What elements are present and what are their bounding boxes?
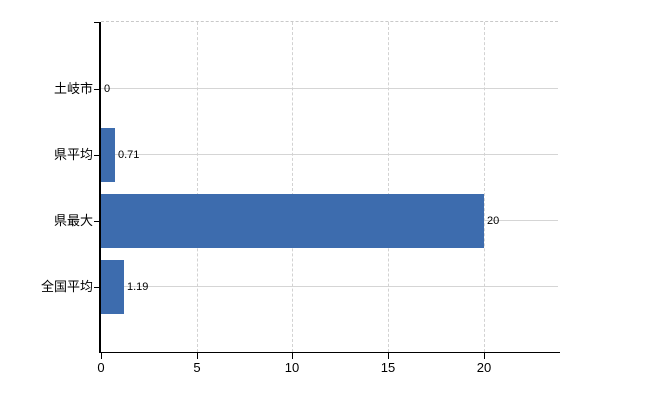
y-axis-tick [94,221,101,222]
category-label: 県平均 [53,147,93,162]
v-gridline [196,22,198,352]
y-axis-line [99,22,101,353]
x-axis-line [99,352,560,353]
v-gridline [292,22,294,352]
category-label: 県最大 [53,213,93,228]
h-gridline [101,88,558,89]
v-gridline [387,22,389,352]
x-axis-tick [197,353,198,359]
category-label: 全国平均 [40,279,93,294]
y-axis-tick [94,287,101,288]
x-axis-tick [101,353,102,359]
value-label: 20 [487,215,500,227]
x-tick-label: 15 [380,360,396,375]
x-axis-tick [484,353,485,359]
v-gridline [483,22,485,352]
y-axis-tick [94,89,101,90]
y-axis-tick [94,155,101,156]
x-tick-label: 5 [193,360,201,375]
category-label: 土岐市 [53,81,93,96]
x-axis-tick [292,353,293,359]
x-tick-label: 0 [97,360,105,375]
h-gridline [101,286,558,287]
plot-top-border [101,21,558,22]
x-tick-label: 10 [284,360,300,375]
bar [101,194,484,248]
bar [101,128,115,182]
x-axis-tick [388,353,389,359]
value-label: 1.19 [127,281,149,293]
value-label: 0.71 [118,149,140,161]
value-label: 0 [104,83,111,95]
h-gridline [101,154,558,155]
y-axis-tick [94,22,101,23]
bar [101,260,124,314]
x-tick-label: 20 [476,360,492,375]
